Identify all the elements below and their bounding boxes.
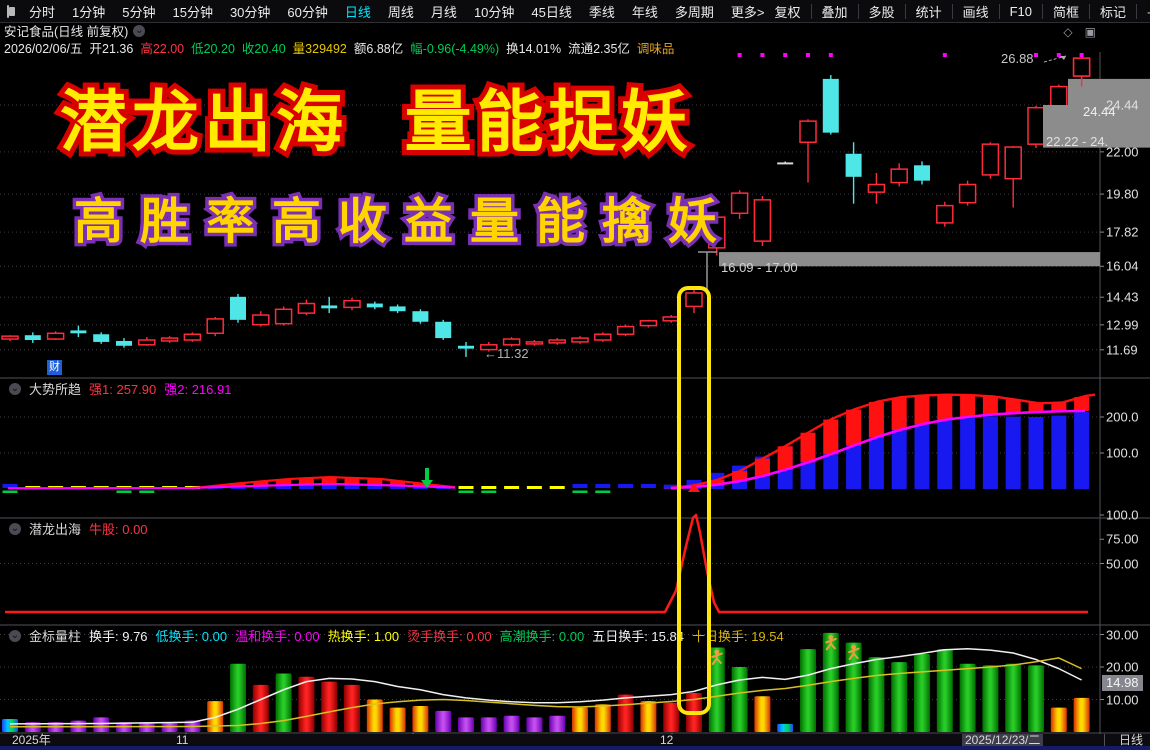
period-tab-月线[interactable]: 月线 bbox=[430, 4, 457, 20]
period-tab-多周期[interactable]: 多周期 bbox=[674, 4, 714, 20]
period-tab-30分钟[interactable]: 30分钟 bbox=[229, 4, 271, 20]
period-tab-10分钟[interactable]: 10分钟 bbox=[473, 4, 515, 20]
stock-title-row: 安记食品(日线 前复权) ⌄ bbox=[4, 23, 146, 39]
toolbar-divider bbox=[1136, 3, 1138, 19]
period-menubar: 分时 1分钟 5分钟 15分钟 30分钟 60分钟 日线 周线 月线 10分钟 45日线 季线 年线 多周… bbox=[0, 0, 1150, 23]
period-tab-分时[interactable]: 分时 bbox=[29, 4, 56, 20]
layout-toggle-icon[interactable] bbox=[7, 4, 15, 18]
bottom-strip bbox=[0, 746, 1150, 750]
toolbar-button-+自选[interactable]: +自选 bbox=[1137, 2, 1150, 21]
period-tab-15分钟[interactable]: 15分钟 bbox=[172, 4, 213, 20]
toolbar-button-画线[interactable]: 画线 bbox=[962, 4, 989, 20]
quote-field: 高22.00 bbox=[140, 42, 185, 56]
period-menu: 分时 1分钟 5分钟 15分钟 30分钟 60分钟 日线 周线 月线 10分钟 45日线 季线 年线 多周… bbox=[29, 2, 765, 21]
quote-info-bar: 2026/02/06/五 开21.36 高22.00 低20.20 收20.40 量329… bbox=[4, 38, 675, 56]
period-tab-1分钟[interactable]: 1分钟 bbox=[72, 4, 106, 20]
toolbar-button-叠加[interactable]: 叠加 bbox=[821, 4, 848, 20]
period-tab-年线[interactable]: 年线 bbox=[631, 4, 658, 20]
period-tab-更多>[interactable]: 更多> bbox=[730, 4, 765, 20]
runner-icon bbox=[848, 644, 860, 661]
quote-field: 开21.36 bbox=[89, 42, 134, 56]
toolbar-divider bbox=[951, 3, 953, 19]
time-axis-label: 11 bbox=[176, 733, 189, 747]
stock-title: 安记食品(日线 前复权) bbox=[4, 25, 129, 39]
chart-corner-icons: ◇ ▣ bbox=[1063, 25, 1096, 39]
highlight-annotation-box bbox=[677, 286, 711, 715]
toolbar-divider bbox=[1042, 3, 1043, 19]
time-axis-label: 日线 bbox=[1104, 734, 1143, 746]
runner-icon bbox=[711, 649, 723, 665]
period-tab-季线[interactable]: 季线 bbox=[588, 4, 615, 20]
period-tab-45日线[interactable]: 45日线 bbox=[531, 4, 572, 20]
split-window-icon[interactable]: ▣ bbox=[1084, 25, 1096, 39]
stock-dropdown-icon[interactable]: ⌄ bbox=[133, 24, 146, 37]
quote-field: 额6.88亿 bbox=[353, 42, 404, 56]
toolbar-button-复权[interactable]: 复权 bbox=[774, 4, 801, 20]
toolbar-divider bbox=[998, 3, 1000, 19]
quote-field: 量329492 bbox=[292, 42, 347, 56]
toolbar-divider bbox=[810, 3, 812, 19]
toolbar-divider bbox=[857, 3, 859, 19]
toolbar-button-统计[interactable]: 统计 bbox=[915, 4, 942, 20]
quote-field: 调味品 bbox=[636, 42, 675, 56]
period-tab-日线[interactable]: 日线 bbox=[344, 4, 371, 20]
time-axis-label: 2025年 bbox=[12, 733, 51, 747]
quote-field: 换14.01% bbox=[506, 42, 562, 56]
period-tab-5分钟[interactable]: 5分钟 bbox=[122, 4, 156, 20]
time-axis-label: 2025/12/23/二 bbox=[962, 734, 1044, 746]
toolbar-button-F10[interactable]: F10 bbox=[1009, 3, 1032, 19]
quote-field: 低20.20 bbox=[191, 42, 235, 56]
time-axis-label: 12 bbox=[660, 733, 674, 747]
toolbar-divider bbox=[1089, 3, 1091, 19]
runner-icon bbox=[825, 634, 837, 651]
diamond-marker-icon[interactable]: ◇ bbox=[1063, 25, 1073, 39]
time-axis: 2025年 11 12 2025/12/23/二 日线 bbox=[0, 734, 1150, 746]
toolbar-button-多股[interactable]: 多股 bbox=[868, 4, 895, 20]
toolbar-button-简框[interactable]: 简框 bbox=[1053, 4, 1080, 20]
quote-field: 幅-0.96(-4.49%) bbox=[410, 42, 500, 56]
toolbar-button-标记[interactable]: 标记 bbox=[1100, 4, 1127, 20]
period-tab-周线[interactable]: 周线 bbox=[387, 4, 414, 20]
quote-field: 流通2.35亿 bbox=[568, 42, 630, 56]
quote-field: 收20.40 bbox=[241, 42, 286, 56]
toolbar-divider bbox=[904, 3, 906, 19]
quote-field: 2026/02/06/五 bbox=[4, 42, 83, 56]
period-tab-60分钟[interactable]: 60分钟 bbox=[287, 4, 328, 20]
